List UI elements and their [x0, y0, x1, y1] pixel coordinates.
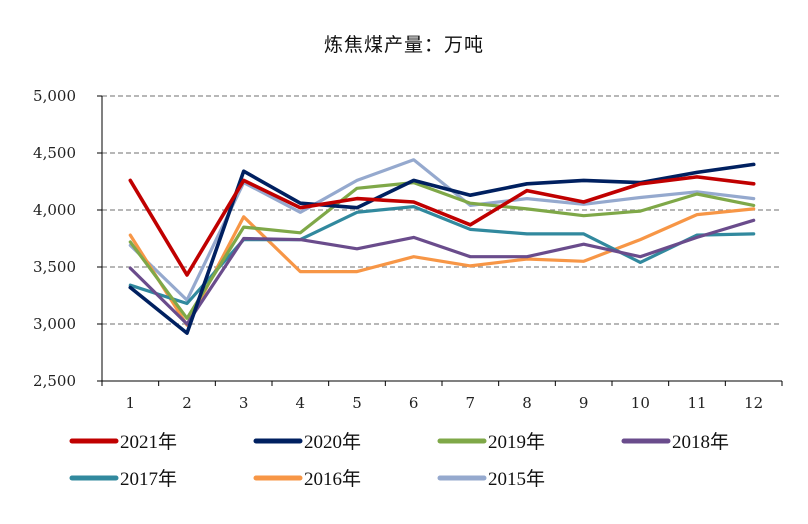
- legend-label-2017年: 2017年: [120, 468, 177, 490]
- legend-label-2020年: 2020年: [304, 431, 361, 453]
- x-tick-label: 10: [631, 394, 650, 412]
- x-tick-label: 12: [744, 394, 763, 412]
- chart-title: 炼焦煤产量：万吨: [323, 34, 484, 56]
- x-tick-label: 1: [126, 394, 136, 412]
- y-tick-label: 2,500: [33, 372, 76, 390]
- legend-label-2015年: 2015年: [488, 468, 545, 490]
- series-line-2018年: [128, 218, 756, 326]
- legend-label-2018年: 2018年: [672, 431, 729, 453]
- y-tick-label: 3,000: [33, 315, 76, 333]
- x-tick-label: 5: [352, 394, 362, 412]
- legend-label-2021年: 2021年: [120, 431, 177, 453]
- x-tick-label: 7: [466, 394, 476, 412]
- legend-label-2016年: 2016年: [304, 468, 361, 490]
- axes: [101, 96, 782, 382]
- series-line-2021年: [128, 175, 756, 277]
- x-tick-label: 9: [579, 394, 589, 412]
- x-tick-label: 6: [409, 394, 419, 412]
- y-tick-label: 4,500: [33, 144, 76, 162]
- series-line-2019年: [128, 181, 756, 320]
- y-axis-ticks: 2,500 3,000 3,500 4,000 4,500 5,000: [33, 87, 102, 390]
- y-tick-label: 4,000: [33, 201, 76, 219]
- y-tick-label: 3,500: [33, 258, 76, 276]
- x-tick-label: 3: [239, 394, 249, 412]
- gridlines: [102, 95, 782, 325]
- legend: 2021年 2020年 2019年 2018年 2017年 2016年 2015年: [69, 431, 729, 490]
- y-tick-label: 5,000: [33, 87, 76, 105]
- x-tick-label: 2: [182, 394, 192, 412]
- x-axis-ticks: 1 2 3 4 5 6 7 8 9 10 11 12: [101, 381, 783, 412]
- series-line-2016年: [128, 207, 756, 327]
- x-tick-label: 4: [296, 394, 306, 412]
- legend-label-2019年: 2019年: [488, 431, 545, 453]
- x-tick-label: 11: [687, 394, 706, 412]
- series-lines: [128, 158, 756, 335]
- x-tick-label: 8: [522, 394, 532, 412]
